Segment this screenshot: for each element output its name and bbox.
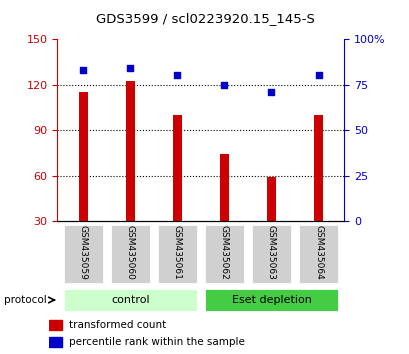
Bar xyxy=(49,320,61,330)
FancyBboxPatch shape xyxy=(298,224,338,284)
FancyBboxPatch shape xyxy=(204,288,338,312)
Bar xyxy=(126,81,134,267)
Bar xyxy=(220,154,228,267)
Bar xyxy=(49,337,61,347)
Point xyxy=(127,65,133,71)
Text: percentile rank within the sample: percentile rank within the sample xyxy=(68,337,244,347)
Bar xyxy=(79,92,87,267)
Text: control: control xyxy=(111,295,149,305)
Point xyxy=(174,73,180,78)
Bar xyxy=(173,115,181,267)
Point xyxy=(80,67,86,73)
Text: GSM435060: GSM435060 xyxy=(126,225,135,280)
FancyBboxPatch shape xyxy=(204,224,244,284)
Bar xyxy=(314,115,322,267)
FancyBboxPatch shape xyxy=(110,224,150,284)
Text: transformed count: transformed count xyxy=(68,320,165,330)
Text: GSM435064: GSM435064 xyxy=(313,225,322,280)
FancyBboxPatch shape xyxy=(157,224,197,284)
FancyBboxPatch shape xyxy=(63,288,197,312)
Text: GDS3599 / scl0223920.15_145-S: GDS3599 / scl0223920.15_145-S xyxy=(95,12,314,25)
FancyBboxPatch shape xyxy=(251,224,291,284)
Point xyxy=(267,89,274,95)
Text: protocol: protocol xyxy=(4,295,47,305)
Point xyxy=(220,82,227,87)
Text: GSM435059: GSM435059 xyxy=(79,225,88,280)
Point xyxy=(315,73,321,78)
Text: GSM435062: GSM435062 xyxy=(219,225,228,280)
FancyBboxPatch shape xyxy=(63,224,103,284)
Text: GSM435063: GSM435063 xyxy=(266,225,275,280)
Text: Eset depletion: Eset depletion xyxy=(231,295,311,305)
Text: GSM435061: GSM435061 xyxy=(173,225,182,280)
Bar xyxy=(267,177,275,267)
